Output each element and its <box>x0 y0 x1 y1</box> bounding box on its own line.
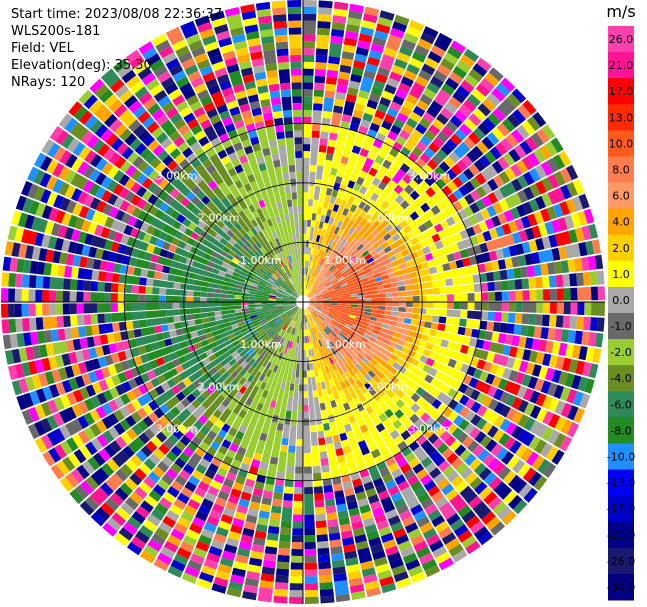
colorbar-tick-label: -8.0 <box>610 424 631 437</box>
ring-label: 3.00km <box>156 422 198 435</box>
colorbar-tick-label: 2.0 <box>612 242 630 255</box>
colorbar-tick-label: 6.0 <box>612 190 630 203</box>
colorbar: m/s 26.0 21.0 17.0 13.0 10.0 8.0 6.0 4.0 2.0 1.0 0.… <box>606 2 636 601</box>
ring-label: 2.00km <box>366 380 408 393</box>
colorbar-tick-label: -17.0 <box>607 503 635 516</box>
field-label: Field: VEL <box>11 41 74 56</box>
velocity-gates <box>316 257 392 348</box>
ring-label: 2.00km <box>198 212 240 225</box>
colorbar-swatch <box>608 573 634 601</box>
colorbar-tick-label: -4.0 <box>610 372 631 385</box>
colorbar-tick-label: 1.0 <box>612 268 630 281</box>
radar-sweep <box>0 0 606 604</box>
colorbar-tick-label: 4.0 <box>612 216 630 229</box>
colorbar-swatch <box>608 469 634 497</box>
colorbar-tick-label: 17.0 <box>609 85 634 98</box>
colorbar-swatch <box>608 260 634 288</box>
colorbar-tick-label: -21.0 <box>607 529 635 542</box>
ring-label: 1.00km <box>240 338 282 351</box>
colorbar-swatch <box>608 130 634 157</box>
colorbar-tick-label: -10.0 <box>607 451 635 464</box>
colorbar-swatch <box>608 234 634 262</box>
velocity-gates <box>0 3 597 584</box>
instrument-label: WLS200s-181 <box>11 24 101 39</box>
colorbar-tick-label: 26.0 <box>609 33 634 46</box>
colorbar-tick-label: -1.0 <box>610 320 631 333</box>
colorbar-title: m/s <box>606 2 635 21</box>
colorbar-swatch <box>608 365 634 392</box>
ring-label: 3.00km <box>409 170 451 183</box>
colorbar-swatch <box>608 52 634 79</box>
colorbar-swatch <box>608 156 634 184</box>
ring-label: 2.00km <box>198 380 240 393</box>
colorbar-swatch <box>608 417 634 444</box>
colorbar-tick-label: -30.0 <box>607 581 635 594</box>
colorbar-tick-label: 0.0 <box>612 294 630 307</box>
ring-label: 1.00km <box>324 254 366 267</box>
colorbar-tick-label: 10.0 <box>609 137 634 150</box>
ring-labels: 1.00km 1.00km 1.00km 1.00km 2.00km 2.00km 2.00… <box>156 170 450 436</box>
colorbar-swatch <box>608 78 634 105</box>
colorbar-tick-label: -6.0 <box>610 398 631 411</box>
colorbar-swatch <box>608 286 634 314</box>
start-time-label: Start time: 2023/08/08 22:36:37 <box>11 7 223 22</box>
velocity-gates <box>1 0 602 598</box>
velocity-gates <box>2 10 584 603</box>
ring-label: 2.00km <box>366 212 408 225</box>
colorbar-swatch <box>608 339 634 366</box>
range-rings <box>1 0 605 604</box>
ring-label: 1.00km <box>240 254 282 267</box>
velocity-gates <box>9 0 605 598</box>
colorbar-tick-label: 13.0 <box>609 111 634 124</box>
velocity-gates <box>8 31 595 590</box>
ring-label: 1.00km <box>324 338 366 351</box>
velocity-gates <box>7 10 599 578</box>
colorbar-tick-label: 21.0 <box>609 59 634 72</box>
nrays-label: NRays: 120 <box>11 75 86 90</box>
colorbar-swatch <box>608 182 634 210</box>
colorbar-swatch <box>608 208 634 236</box>
colorbar-tick-label: -2.0 <box>610 346 631 359</box>
colorbar-tick-label: -26.0 <box>607 555 635 568</box>
ring-label: 3.00km <box>409 422 451 435</box>
velocity-gates <box>2 0 598 583</box>
ring-label: 3.00km <box>156 170 198 183</box>
colorbar-swatch <box>608 547 634 575</box>
colorbar-swatch <box>608 26 634 53</box>
elevation-label: Elevation(deg): 35.30 <box>11 58 152 73</box>
colorbar-tick-label: 8.0 <box>612 164 630 177</box>
colorbar-swatch <box>608 521 634 549</box>
colorbar-swatch <box>608 104 634 131</box>
velocity-gates <box>307 224 413 374</box>
colorbar-tick-label: -13.0 <box>607 477 635 490</box>
colorbar-swatch <box>608 391 634 418</box>
colorbar-swatch <box>608 443 634 471</box>
colorbar-swatch <box>608 313 634 340</box>
colorbar-swatch <box>608 495 634 523</box>
velocity-gates <box>11 8 595 590</box>
